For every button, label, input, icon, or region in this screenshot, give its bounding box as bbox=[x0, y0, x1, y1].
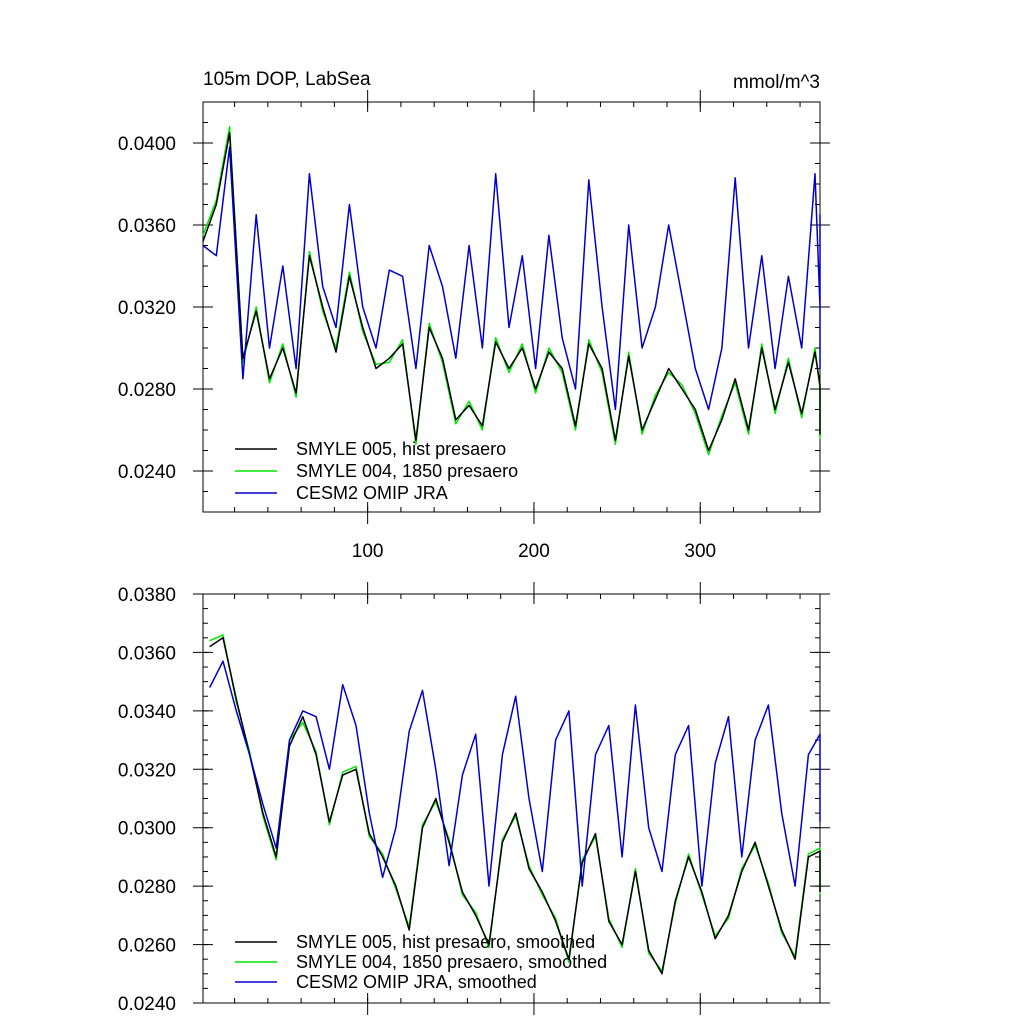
y-tick-label: 0.0320 bbox=[118, 760, 176, 781]
y-tick-label: 0.0240 bbox=[118, 462, 176, 483]
y-tick-label: 0.0300 bbox=[118, 819, 176, 840]
series-line-1 bbox=[202, 125, 821, 456]
y-tick-label: 0.0360 bbox=[118, 643, 176, 664]
series-line-2 bbox=[209, 660, 821, 887]
series-line-2 bbox=[202, 146, 821, 411]
legend-label: SMYLE 005, hist presaero bbox=[296, 439, 506, 459]
legend-label: SMYLE 005, hist presaero, smoothed bbox=[296, 932, 595, 952]
chart-title: 105m DOP, LabSea bbox=[203, 69, 371, 90]
legend-label: CESM2 OMIP JRA, smoothed bbox=[296, 972, 537, 992]
legend-label: SMYLE 004, 1850 presaero bbox=[296, 461, 518, 481]
y-tick-label: 0.0380 bbox=[118, 585, 176, 606]
y-tick-label: 0.0260 bbox=[118, 936, 176, 957]
panel-top: 105m DOP, LabSea mmol/m^3 0.0240 0.0280 0.… bbox=[118, 69, 830, 562]
x-tick-label: 200 bbox=[518, 541, 550, 562]
series-line-1 bbox=[209, 634, 821, 972]
series-line-0 bbox=[209, 637, 821, 975]
y-tick-label: 0.0280 bbox=[118, 877, 176, 898]
y-tick-label: 0.0280 bbox=[118, 380, 176, 401]
x-tick-label: 100 bbox=[352, 541, 384, 562]
y-tick-label: 0.0360 bbox=[118, 216, 176, 237]
y-tick-label: 0.0340 bbox=[118, 702, 176, 723]
panel-bottom: 0.0240 0.0260 0.0280 0.0300 0.0320 0.0340 0.03… bbox=[118, 582, 830, 1015]
legend-label: SMYLE 004, 1850 presaero, smoothed bbox=[296, 952, 607, 972]
x-tick-label: 300 bbox=[684, 541, 716, 562]
series-line-0 bbox=[202, 132, 821, 452]
units-label: mmol/m^3 bbox=[733, 72, 820, 93]
legend-label: CESM2 OMIP JRA bbox=[296, 483, 448, 503]
y-tick-label: 0.0400 bbox=[118, 134, 176, 155]
y-tick-label: 0.0240 bbox=[118, 994, 176, 1015]
y-tick-label: 0.0320 bbox=[118, 298, 176, 319]
